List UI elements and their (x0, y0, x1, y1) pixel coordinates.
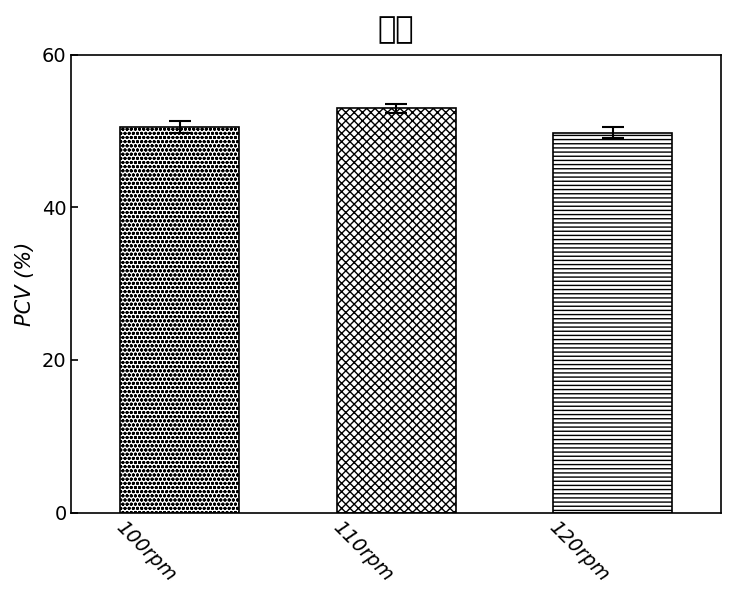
Bar (553, 133, 672, 512)
Y-axis label: PCV (%): PCV (%) (15, 242, 35, 326)
Title: 生长: 生长 (378, 15, 414, 44)
Bar (120, 127, 239, 512)
Bar (336, 108, 456, 512)
